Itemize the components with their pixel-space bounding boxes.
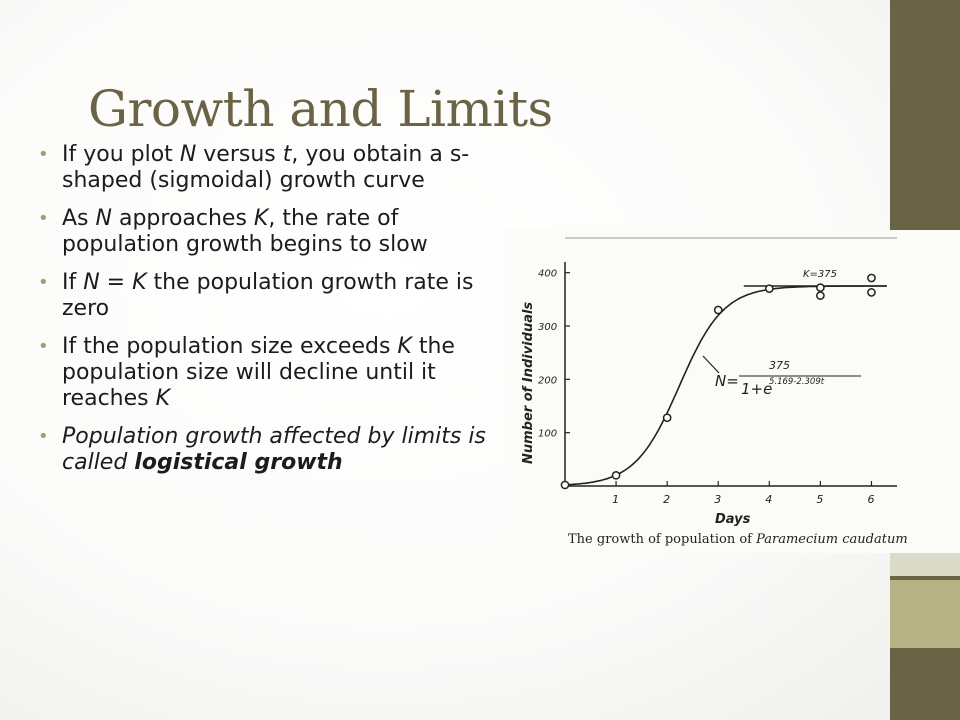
bullet-text: approaches <box>111 206 254 231</box>
y-tick-label: 300 <box>538 322 557 333</box>
slide-title: Growth and Limits <box>88 80 553 138</box>
bullet-item: • As N approaches K, the rate of populati… <box>38 206 508 258</box>
formula-pointer <box>702 355 720 374</box>
data-point <box>764 284 774 294</box>
x-tick-label: 2 <box>663 493 670 506</box>
accent-band-3 <box>890 576 960 580</box>
y-tick-label: 100 <box>538 429 557 440</box>
bullet-item: • If the population size exceeds K the po… <box>38 334 508 412</box>
data-point <box>713 305 723 315</box>
bullet-dot-icon: • <box>38 336 49 357</box>
bullet-item: • If you plot N versus t, you obtain a s-… <box>38 142 508 194</box>
formula-numerator: 375 <box>769 359 790 372</box>
carrying-capacity-label: K=375 <box>803 269 837 280</box>
accent-band-5 <box>890 648 960 720</box>
caption-species: Paramecium caudatum <box>756 532 908 547</box>
formula-denominator: 1+e <box>741 380 772 398</box>
accent-band-1 <box>890 0 960 232</box>
data-point <box>816 283 825 292</box>
bullet-dot-icon: • <box>38 272 49 293</box>
bullet-text: , the rate of population growth begins t… <box>62 206 428 257</box>
bullet-dot-icon: • <box>38 426 49 447</box>
bullet-text: logistical growth <box>134 450 343 475</box>
data-point <box>867 288 876 297</box>
accent-band-2 <box>890 553 960 576</box>
data-point <box>816 291 825 300</box>
bullet-text: the population size will decline until i… <box>62 334 455 411</box>
y-tick-label: 200 <box>538 375 557 386</box>
bullet-text: K <box>155 386 171 411</box>
bullet-text: , you obtain a s-shaped (sigmoidal) grow… <box>62 142 470 193</box>
bullet-dot-icon: • <box>38 208 49 229</box>
bullet-text: N = K <box>83 270 147 295</box>
x-tick-label: 3 <box>714 493 721 506</box>
bullet-list: • If you plot N versus t, you obtain a s-… <box>38 142 508 488</box>
bullet-text: the population growth rate is zero <box>62 270 474 321</box>
bullet-text: N <box>95 206 112 231</box>
formula: N= 375 1+e 5.169-2.309t <box>702 355 861 398</box>
bullet-text: If <box>62 270 84 295</box>
population-chart: 1 2 3 4 5 6 100 200 300 400 K=375 N= 375 1+e 5.16… <box>521 237 897 527</box>
accent-band-4 <box>890 580 960 648</box>
y-tick-label: 400 <box>538 269 557 280</box>
bullet-text: Population growth affected by limits is … <box>62 424 486 475</box>
bullet-text: As <box>62 206 96 231</box>
bullet-dot-icon: • <box>38 144 49 165</box>
x-tick-label: 6 <box>867 493 874 506</box>
figure-caption: The growth of population of Paramecium c… <box>568 532 908 547</box>
bullet-text: If the population size exceeds <box>62 334 398 359</box>
bullet-text: t <box>282 142 292 167</box>
bullet-text: If you plot <box>62 142 180 167</box>
bullet-item: • Population growth affected by limits is… <box>38 424 508 476</box>
x-tick-label: 1 <box>612 493 619 506</box>
data-point <box>867 273 876 283</box>
x-tick-label: 4 <box>765 493 772 506</box>
bullet-text: N <box>179 142 197 167</box>
figure-panel: 1 2 3 4 5 6 100 200 300 400 K=375 N= 375 1+e 5.16… <box>505 230 960 553</box>
x-tick-label: 5 <box>816 493 823 506</box>
formula-lhs: N= <box>715 372 739 390</box>
caption-text: The growth of population of <box>568 532 757 547</box>
data-point <box>611 470 621 480</box>
formula-exponent: 5.169-2.309t <box>769 377 825 387</box>
bullet-text: K <box>397 334 412 359</box>
data-point <box>560 480 570 490</box>
bullet-text: K <box>253 206 269 231</box>
x-axis-label: Days <box>715 512 751 527</box>
bullet-item: • If N = K the population growth rate is … <box>38 270 508 322</box>
y-axis-label: Number of Individuals <box>521 302 536 464</box>
bullet-text: versus <box>196 142 283 167</box>
data-point <box>662 413 672 423</box>
